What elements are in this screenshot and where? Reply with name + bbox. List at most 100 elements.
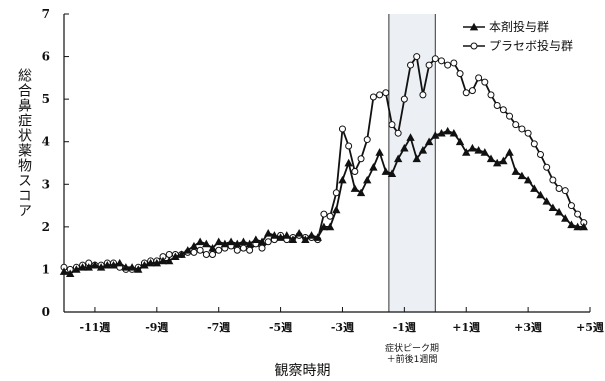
data-point [468,87,476,95]
data-point [400,95,408,103]
data-point [282,231,291,239]
y-tick-label: 7 [42,7,50,21]
data-point [264,238,272,246]
x-tick-label: -11週 [80,320,111,334]
data-point [313,233,322,241]
data-point [146,258,155,267]
data-point [332,189,340,197]
data-point [542,197,551,205]
peak-annotation-line2: ＋前後1週間 [387,353,438,365]
data-point [245,239,254,248]
data-point [455,137,465,146]
x-tick-label: -9週 [145,320,168,334]
data-point [288,235,298,243]
data-point [332,205,341,214]
data-point [84,263,93,271]
data-point [257,237,267,246]
x-tick-label: +5週 [576,320,604,334]
data-point [561,187,569,195]
x-tick-label: +1週 [452,320,480,334]
data-point [462,148,471,156]
data-point [325,222,335,231]
data-point [375,148,384,156]
data-point [400,143,409,152]
legend-marker [469,22,479,31]
data-point [530,184,539,192]
data-point [437,57,445,65]
data-point [220,239,230,248]
data-point [511,167,520,175]
data-point [326,212,334,220]
data-point [158,256,168,265]
data-point [258,244,266,252]
data-point [127,263,137,271]
data-point [195,237,205,246]
data-point [165,256,174,265]
data-point [202,251,210,259]
data-point [233,239,242,248]
data-point [574,210,582,218]
y-tick-label: 4 [42,135,50,149]
data-point [134,265,143,273]
data-point [425,61,433,69]
data-point [412,154,421,163]
data-point [493,102,501,110]
data-point [115,258,124,267]
data-point [444,61,452,69]
data-point [96,263,106,271]
data-point [431,131,440,139]
data-point [579,222,589,231]
data-point [561,214,570,222]
x-tick-label: -3週 [331,320,354,334]
data-point [171,252,180,261]
data-point [418,146,428,154]
data-point [103,260,112,269]
data-point [567,202,575,210]
data-point [208,243,217,252]
data-point [177,250,186,258]
data-point [140,260,149,269]
data-point [492,158,502,167]
data-point [202,239,211,248]
data-point [450,59,458,67]
data-point [382,89,390,97]
data-point [270,231,279,239]
data-point [406,133,415,141]
data-point [209,251,217,259]
data-point [468,143,477,152]
data-point [190,248,198,256]
data-point [350,184,360,192]
data-point [573,222,582,231]
data-point [480,148,489,156]
data-point [517,171,527,180]
series-line [63,130,584,275]
y-axis-title: 総合鼻症状薬物スコア [16,68,32,218]
data-point [474,146,483,154]
data-point [351,168,359,176]
data-point [215,246,223,254]
data-point [523,175,533,184]
data-point [486,154,496,163]
x-tick-label: -7週 [207,320,230,334]
data-point [294,229,304,237]
data-point [413,53,421,61]
data-point [264,229,273,237]
data-point [338,175,347,184]
data-point [536,190,545,199]
data-point [443,126,452,135]
x-tick-label: -1週 [393,320,416,334]
data-point [387,169,397,178]
data-point [152,258,162,267]
data-point [388,121,396,129]
chart-series [59,53,589,278]
data-point [59,267,69,275]
data-point [344,158,353,167]
data-point [549,176,557,184]
data-point [320,210,328,218]
data-point [505,148,514,156]
data-point [431,55,439,63]
data-point [487,91,495,99]
data-point [554,207,564,216]
data-point [543,163,551,171]
